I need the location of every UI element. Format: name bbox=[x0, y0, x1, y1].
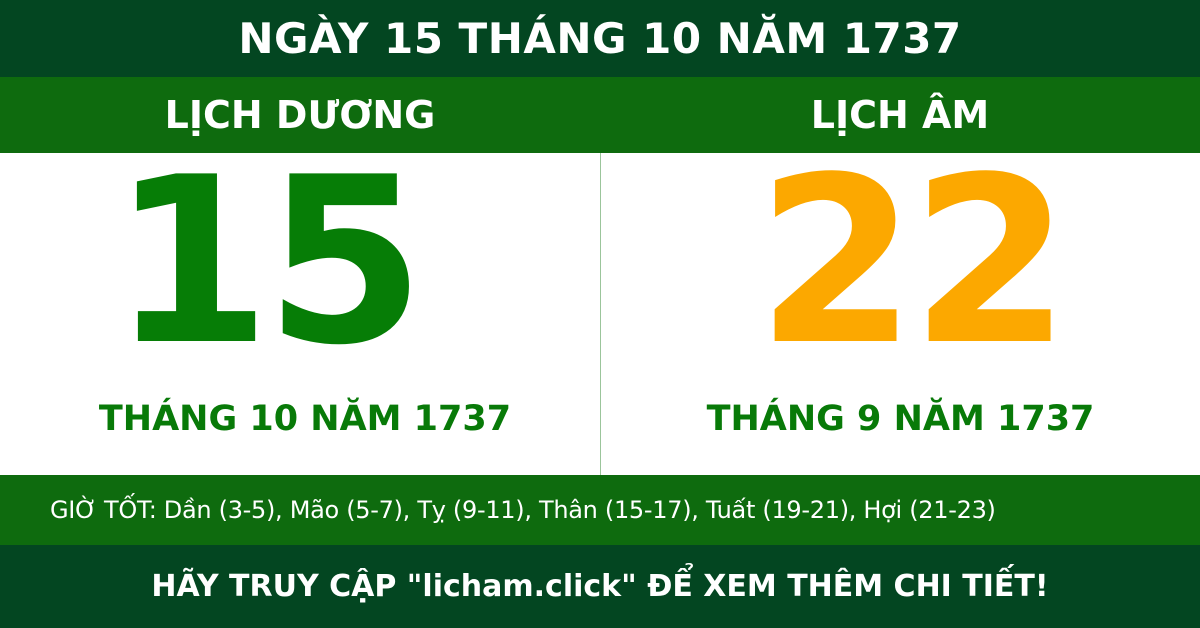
lunar-month-year: THÁNG 9 NĂM 1737 bbox=[706, 399, 1095, 439]
lunar-calendar-label: LỊCH ÂM bbox=[810, 93, 990, 137]
page-title: NGÀY 15 THÁNG 10 NĂM 1737 bbox=[0, 0, 1200, 77]
solar-month-year: THÁNG 10 NĂM 1737 bbox=[98, 399, 512, 439]
good-hours: GIỜ TỐT: Dần (3-5), Mão (5-7), Tỵ (9-11)… bbox=[0, 475, 1200, 545]
lunar-panel: 22 THÁNG 9 NĂM 1737 bbox=[600, 129, 1200, 475]
solar-day: 15 bbox=[110, 129, 425, 396]
solar-panel: 15 THÁNG 10 NĂM 1737 bbox=[0, 129, 600, 475]
footer-cta: HÃY TRUY CẬP "licham.click" ĐỂ XEM THÊM … bbox=[0, 545, 1200, 628]
solar-calendar-label: LỊCH DƯƠNG bbox=[164, 93, 436, 137]
lunar-day: 22 bbox=[756, 129, 1070, 396]
calendar-labels: LỊCH DƯƠNG LỊCH ÂM bbox=[0, 77, 1200, 153]
